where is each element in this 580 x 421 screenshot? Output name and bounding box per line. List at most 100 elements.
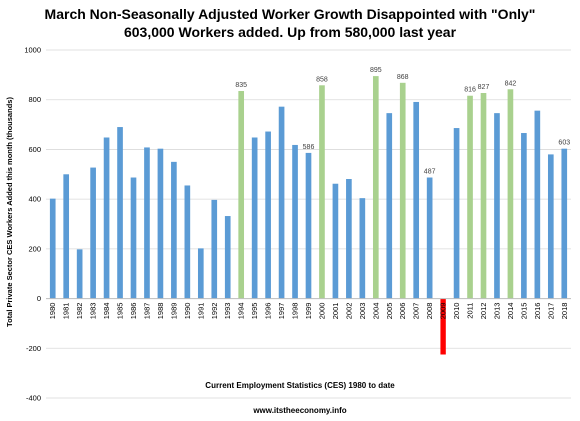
data-label-2006: 868 [397,74,409,81]
x-tick-label: 1994 [237,303,246,320]
bar-1994 [238,91,245,299]
bar-2012 [480,93,487,299]
bar-2015 [521,133,527,299]
bar-2006 [399,82,406,299]
x-tick-label: 1988 [156,303,165,320]
bar-1982 [76,249,83,299]
x-tick-label: 1986 [129,303,138,320]
footer-url: www.itstheeconomy.info [252,406,346,415]
bar-1985 [117,127,123,299]
bar-2017 [547,154,554,299]
x-tick-label: 1991 [196,303,205,320]
x-axis-ticks: 1980 1981 1982 1983 1984 1985 1986 1987 1988 1989… [48,303,569,320]
x-tick-label: 1992 [210,303,219,320]
data-labels: 835 586 858 895 868 487 816 827 842 603 [235,67,570,175]
bar-2008 [426,177,433,299]
x-tick-label: 2002 [344,303,353,320]
bar-2010 [453,128,460,299]
x-tick-label: 1999 [304,303,313,320]
data-label-2014: 842 [505,80,517,87]
data-label-2000: 858 [316,76,328,83]
y-axis-label: Total Private Sector CES Workers Added t… [5,97,14,327]
bar-2014 [507,89,514,299]
y-axis-ticks: -400 -200 0 200 400 600 800 1000 [24,46,41,403]
x-tick-label: 2007 [412,303,421,320]
x-tick-label: 1987 [142,303,151,320]
x-tick-label: 1996 [264,303,273,320]
y-tick-label: -200 [26,344,41,353]
bar-1992 [211,199,218,299]
x-tick-label: 2016 [533,303,542,320]
x-tick-label: 2004 [371,303,380,320]
bar-1989 [171,161,177,299]
y-tick-label: 600 [28,145,41,154]
x-tick-label: 1995 [250,303,259,320]
x-tick-label: 2005 [385,303,394,320]
x-tick-label: 2013 [492,303,501,320]
bars [49,76,568,355]
y-tick-label: -400 [26,394,41,403]
x-tick-label: 2006 [398,303,407,320]
bar-1993 [224,216,231,299]
x-axis-label: Current Employment Statistics (CES) 1980… [205,381,395,390]
x-tick-label: 2001 [331,303,340,320]
x-tick-label: 2011 [466,303,475,319]
bar-1986 [130,177,137,299]
bar-2005 [386,113,393,299]
x-tick-label: 2000 [317,303,326,320]
x-tick-label: 1985 [116,303,125,320]
bar-1987 [144,147,150,299]
bar-2001 [332,183,339,299]
bar-1988 [157,148,164,299]
x-tick-label: 1984 [102,303,111,320]
y-tick-label: 800 [28,95,41,104]
data-label-2018: 603 [558,140,570,147]
x-tick-label: 1983 [89,303,98,320]
bar-2002 [346,179,352,299]
bar-1990 [184,185,191,299]
y-tick-label: 400 [28,195,41,204]
bar-2018 [561,148,568,299]
bar-1983 [90,167,96,299]
x-tick-label: 1982 [75,303,84,320]
y-tick-label: 200 [28,244,41,253]
bar-2003 [359,198,366,299]
x-tick-label: 2008 [425,303,434,320]
bar-2004 [372,76,379,299]
bar-1999 [305,152,312,299]
x-tick-label: 2017 [546,303,555,320]
x-tick-label: 1981 [62,303,71,320]
x-tick-label: 1980 [48,303,57,320]
x-tick-label: 2010 [452,303,461,320]
bar-1980 [49,198,56,299]
bar-1997 [278,106,285,299]
x-tick-label: 1998 [291,303,300,320]
bar-1981 [63,174,70,299]
x-tick-label: 1990 [183,303,192,320]
bar-1984 [103,137,110,299]
bar-2016 [534,110,541,299]
data-label-2011: 816 [464,87,476,94]
x-tick-label: 1997 [277,303,286,320]
bar-2011 [467,95,473,299]
x-tick-label: 2012 [479,303,488,320]
chart-title-line2: 603,000 Workers added. Up from 580,000 l… [124,24,457,40]
bar-1995 [251,137,258,299]
bar-1996 [265,131,271,299]
data-label-1994: 835 [235,82,247,89]
bar-1991 [197,248,204,299]
bar-2009 [440,298,446,355]
bar-2000 [319,85,325,299]
data-label-2004: 895 [370,67,382,74]
data-label-2008: 487 [424,169,436,176]
x-tick-label: 2018 [560,303,569,320]
y-tick-label: 0 [37,294,41,303]
bar-2013 [494,113,500,299]
data-label-2012: 827 [478,84,490,91]
bar-1998 [292,144,298,299]
x-tick-label: 2015 [519,303,528,320]
chart-title-line1: March Non-Seasonally Adjusted Worker Gro… [45,6,536,22]
y-tick-label: 1000 [24,46,41,55]
